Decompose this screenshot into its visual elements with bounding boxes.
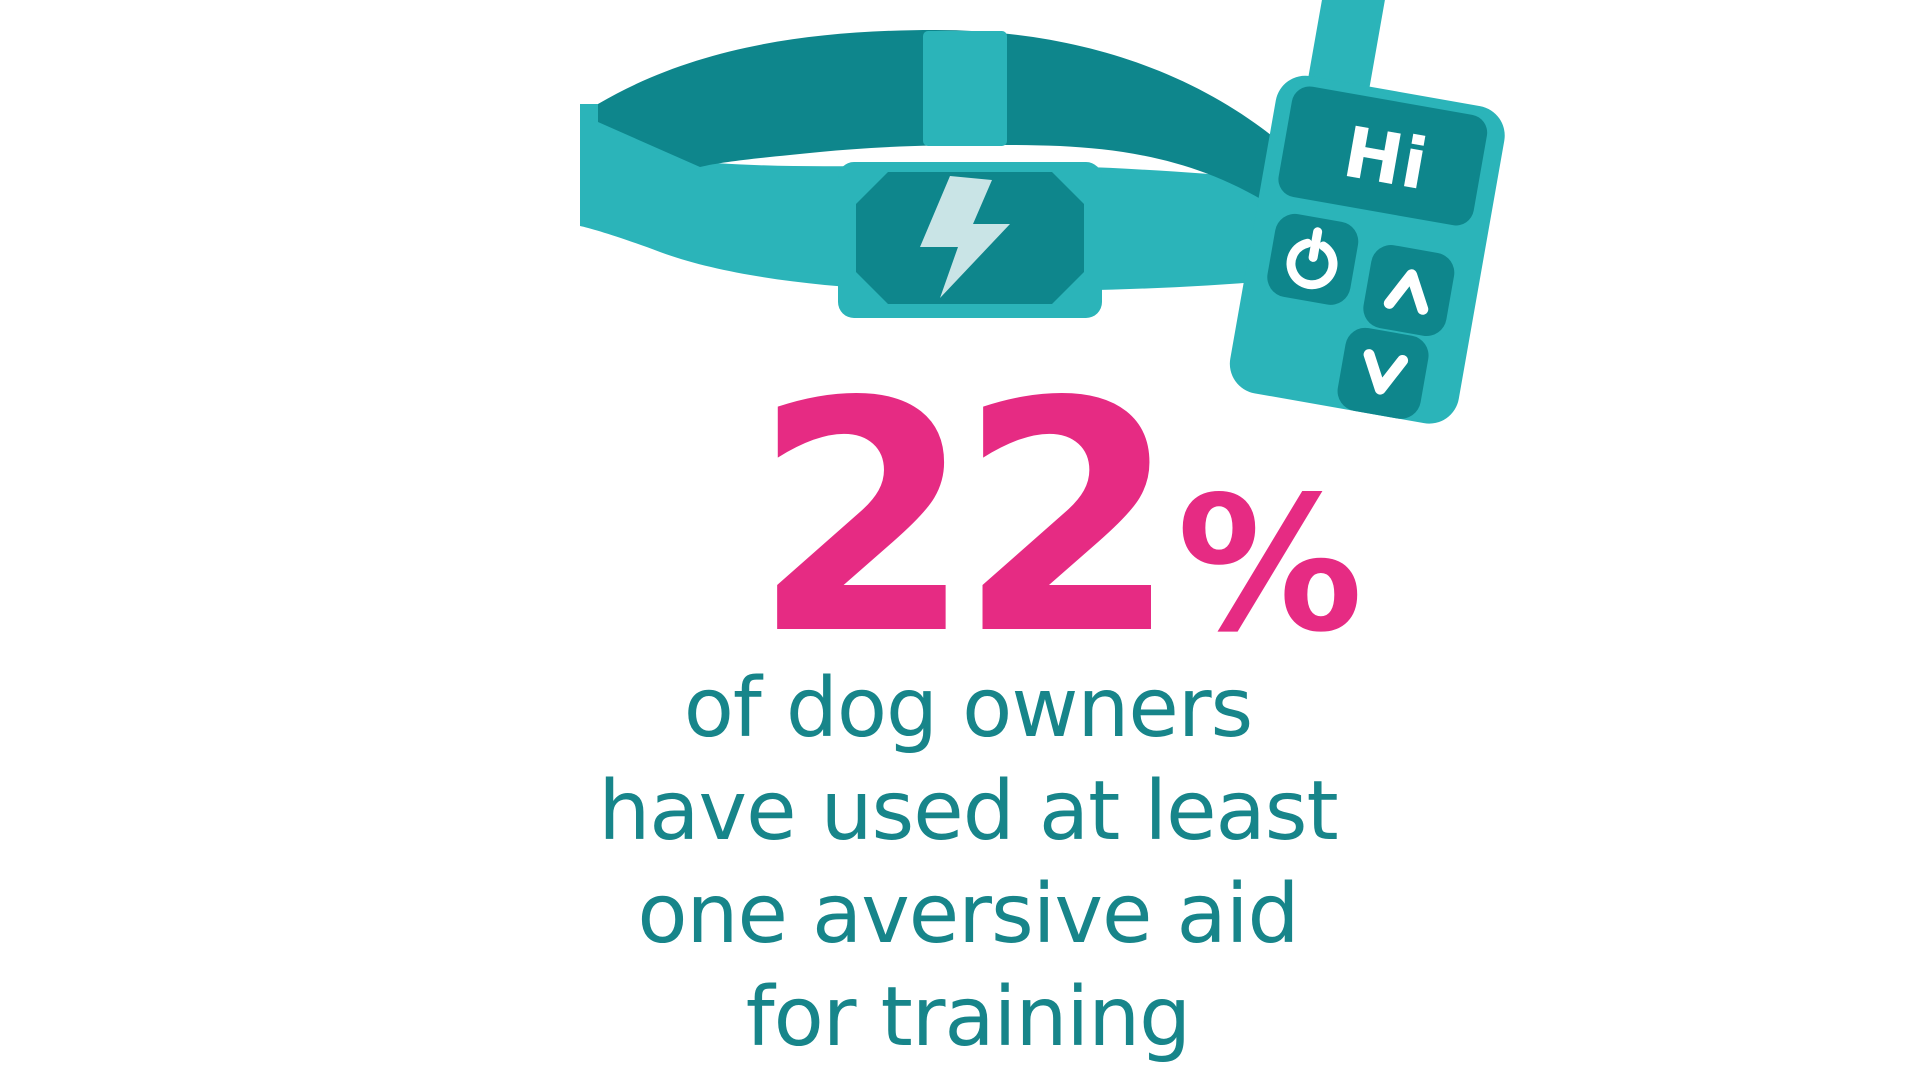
remote-down-button	[1337, 327, 1429, 419]
lightning-bolt-icon	[920, 176, 1010, 298]
remote-control: Hi	[1229, 0, 1505, 424]
power-icon	[1286, 227, 1338, 290]
stat-percent-sign: %	[1176, 456, 1364, 673]
remote-antenna	[1304, 0, 1393, 115]
stat-number: 22	[752, 334, 1179, 704]
caption-line-4: for training	[745, 970, 1192, 1065]
stat-caption: of dog owners have used at least one ave…	[468, 657, 1468, 1069]
remote-screen	[1278, 86, 1488, 226]
chevron-up-icon	[1383, 269, 1429, 315]
collar-buckle	[923, 31, 1007, 146]
remote-screen-label: Hi	[1338, 111, 1434, 206]
remote-up-button	[1363, 245, 1455, 337]
chevron-down-icon	[1363, 349, 1409, 395]
stat-value-row: 22 %	[752, 360, 1363, 678]
caption-line-2: have used at least	[598, 764, 1338, 859]
caption-line-3: one aversive aid	[637, 867, 1299, 962]
caption-line-1: of dog owners	[683, 661, 1254, 756]
